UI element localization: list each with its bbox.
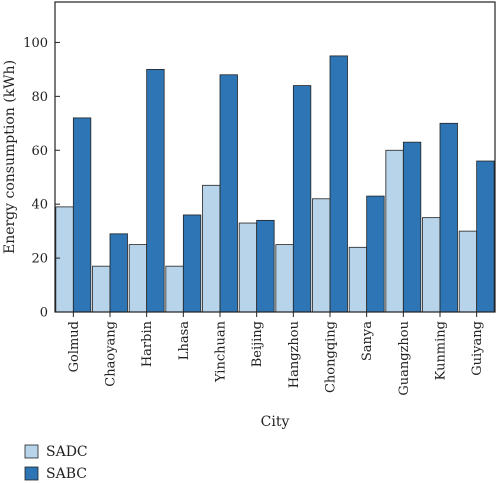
bar-sabc-yinchuan <box>219 74 238 313</box>
y-tick-label-100: 100 <box>23 36 48 51</box>
bar-sadc-lhasa <box>165 265 184 313</box>
y-tick-label-60: 60 <box>31 144 48 159</box>
x-tick-label-yinchuan: Yinchuan <box>214 320 229 383</box>
x-tick-label-lhasa: Lhasa <box>177 321 192 360</box>
y-axis-ticks: 0 20 40 60 80 100 <box>23 36 60 321</box>
x-tick-label-kunming: Kunming <box>434 321 449 380</box>
x-tick-label-chongqing: Chongqing <box>324 321 339 393</box>
bar-sadc-golmud <box>55 206 74 313</box>
y-tick-label-80: 80 <box>31 90 48 105</box>
bar-sabc-guiyang <box>476 160 495 313</box>
bar-sabc-sanya <box>366 195 385 313</box>
x-tick-label-beijing: Beijing <box>250 321 265 367</box>
x-tick-label-chaoyang: Chaoyang <box>104 321 119 387</box>
bar-sadc-hangzhou <box>275 244 294 313</box>
x-axis-ticks: Golmud Chaoyang Harbin Lhasa Yinchuan Beijing… <box>67 312 485 396</box>
x-tick-label-guiyang: Guiyang <box>470 321 485 376</box>
bar-sabc-harbin <box>146 68 165 313</box>
y-tick-label-0: 0 <box>40 306 48 321</box>
legend-label-sadc: SADC <box>46 444 88 460</box>
bar-sadc-chaoyang <box>92 265 111 313</box>
plot-frame <box>54 1 496 313</box>
x-tick-label-golmud: Golmud <box>67 321 82 372</box>
bar-sabc-hangzhou <box>292 85 312 313</box>
legend-swatch-sadc <box>24 444 39 459</box>
bar-sadc-kunming <box>422 217 441 313</box>
x-axis-title: City <box>261 414 290 430</box>
x-tick-label-guangzhou: Guangzhou <box>397 321 412 396</box>
bar-sabc-kunming <box>439 122 458 313</box>
bar-sabc-chaoyang <box>109 233 128 313</box>
bar-sabc-guangzhou <box>402 141 422 313</box>
x-tick-label-harbin: Harbin <box>140 320 155 367</box>
x-tick-label-hangzhou: Hangzhou <box>287 321 302 388</box>
bar-sadc-yinchuan <box>202 184 221 313</box>
y-tick-label-40: 40 <box>31 198 48 213</box>
bar-sadc-beijing <box>238 222 258 313</box>
bars-group <box>55 55 495 313</box>
legend-swatch-sabc <box>24 466 39 481</box>
x-tick-label-sanya: Sanya <box>360 321 375 361</box>
bar-sadc-guiyang <box>458 230 478 313</box>
bar-sadc-chongqing <box>312 198 331 313</box>
bar-sadc-guangzhou <box>385 149 404 313</box>
bar-sadc-harbin <box>128 244 148 313</box>
legend-label-sabc: SABC <box>46 466 87 482</box>
bar-sabc-golmud <box>72 117 92 313</box>
bar-sabc-lhasa <box>182 214 202 313</box>
bar-sabc-beijing <box>256 219 275 313</box>
bar-sabc-chongqing <box>329 55 348 313</box>
legend: SADC SABC <box>24 444 88 482</box>
y-tick-label-20: 20 <box>31 252 48 267</box>
bar-sadc-sanya <box>348 246 368 313</box>
y-axis-title: Energy consumption (kWh) <box>2 60 18 254</box>
